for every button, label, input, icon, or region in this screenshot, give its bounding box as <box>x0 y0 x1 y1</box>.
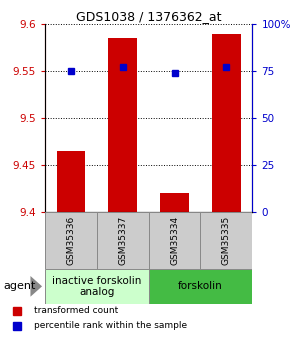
Title: GDS1038 / 1376362_at: GDS1038 / 1376362_at <box>76 10 221 23</box>
Bar <box>212 33 241 212</box>
Text: GSM35335: GSM35335 <box>222 216 231 265</box>
Text: GSM35334: GSM35334 <box>170 216 179 265</box>
Text: percentile rank within the sample: percentile rank within the sample <box>34 321 187 330</box>
Bar <box>160 194 189 212</box>
Text: transformed count: transformed count <box>34 306 118 315</box>
Bar <box>200 212 252 269</box>
Text: GSM35337: GSM35337 <box>118 216 127 265</box>
Text: inactive forskolin
analog: inactive forskolin analog <box>52 276 142 297</box>
Text: GSM35336: GSM35336 <box>66 216 75 265</box>
Text: agent: agent <box>3 282 35 291</box>
Bar <box>148 269 252 304</box>
Bar <box>57 151 85 212</box>
Bar <box>148 212 200 269</box>
Bar <box>108 38 137 212</box>
Text: forskolin: forskolin <box>178 282 223 291</box>
Bar <box>97 212 148 269</box>
Polygon shape <box>30 276 42 297</box>
Bar <box>45 212 97 269</box>
Bar <box>45 269 148 304</box>
